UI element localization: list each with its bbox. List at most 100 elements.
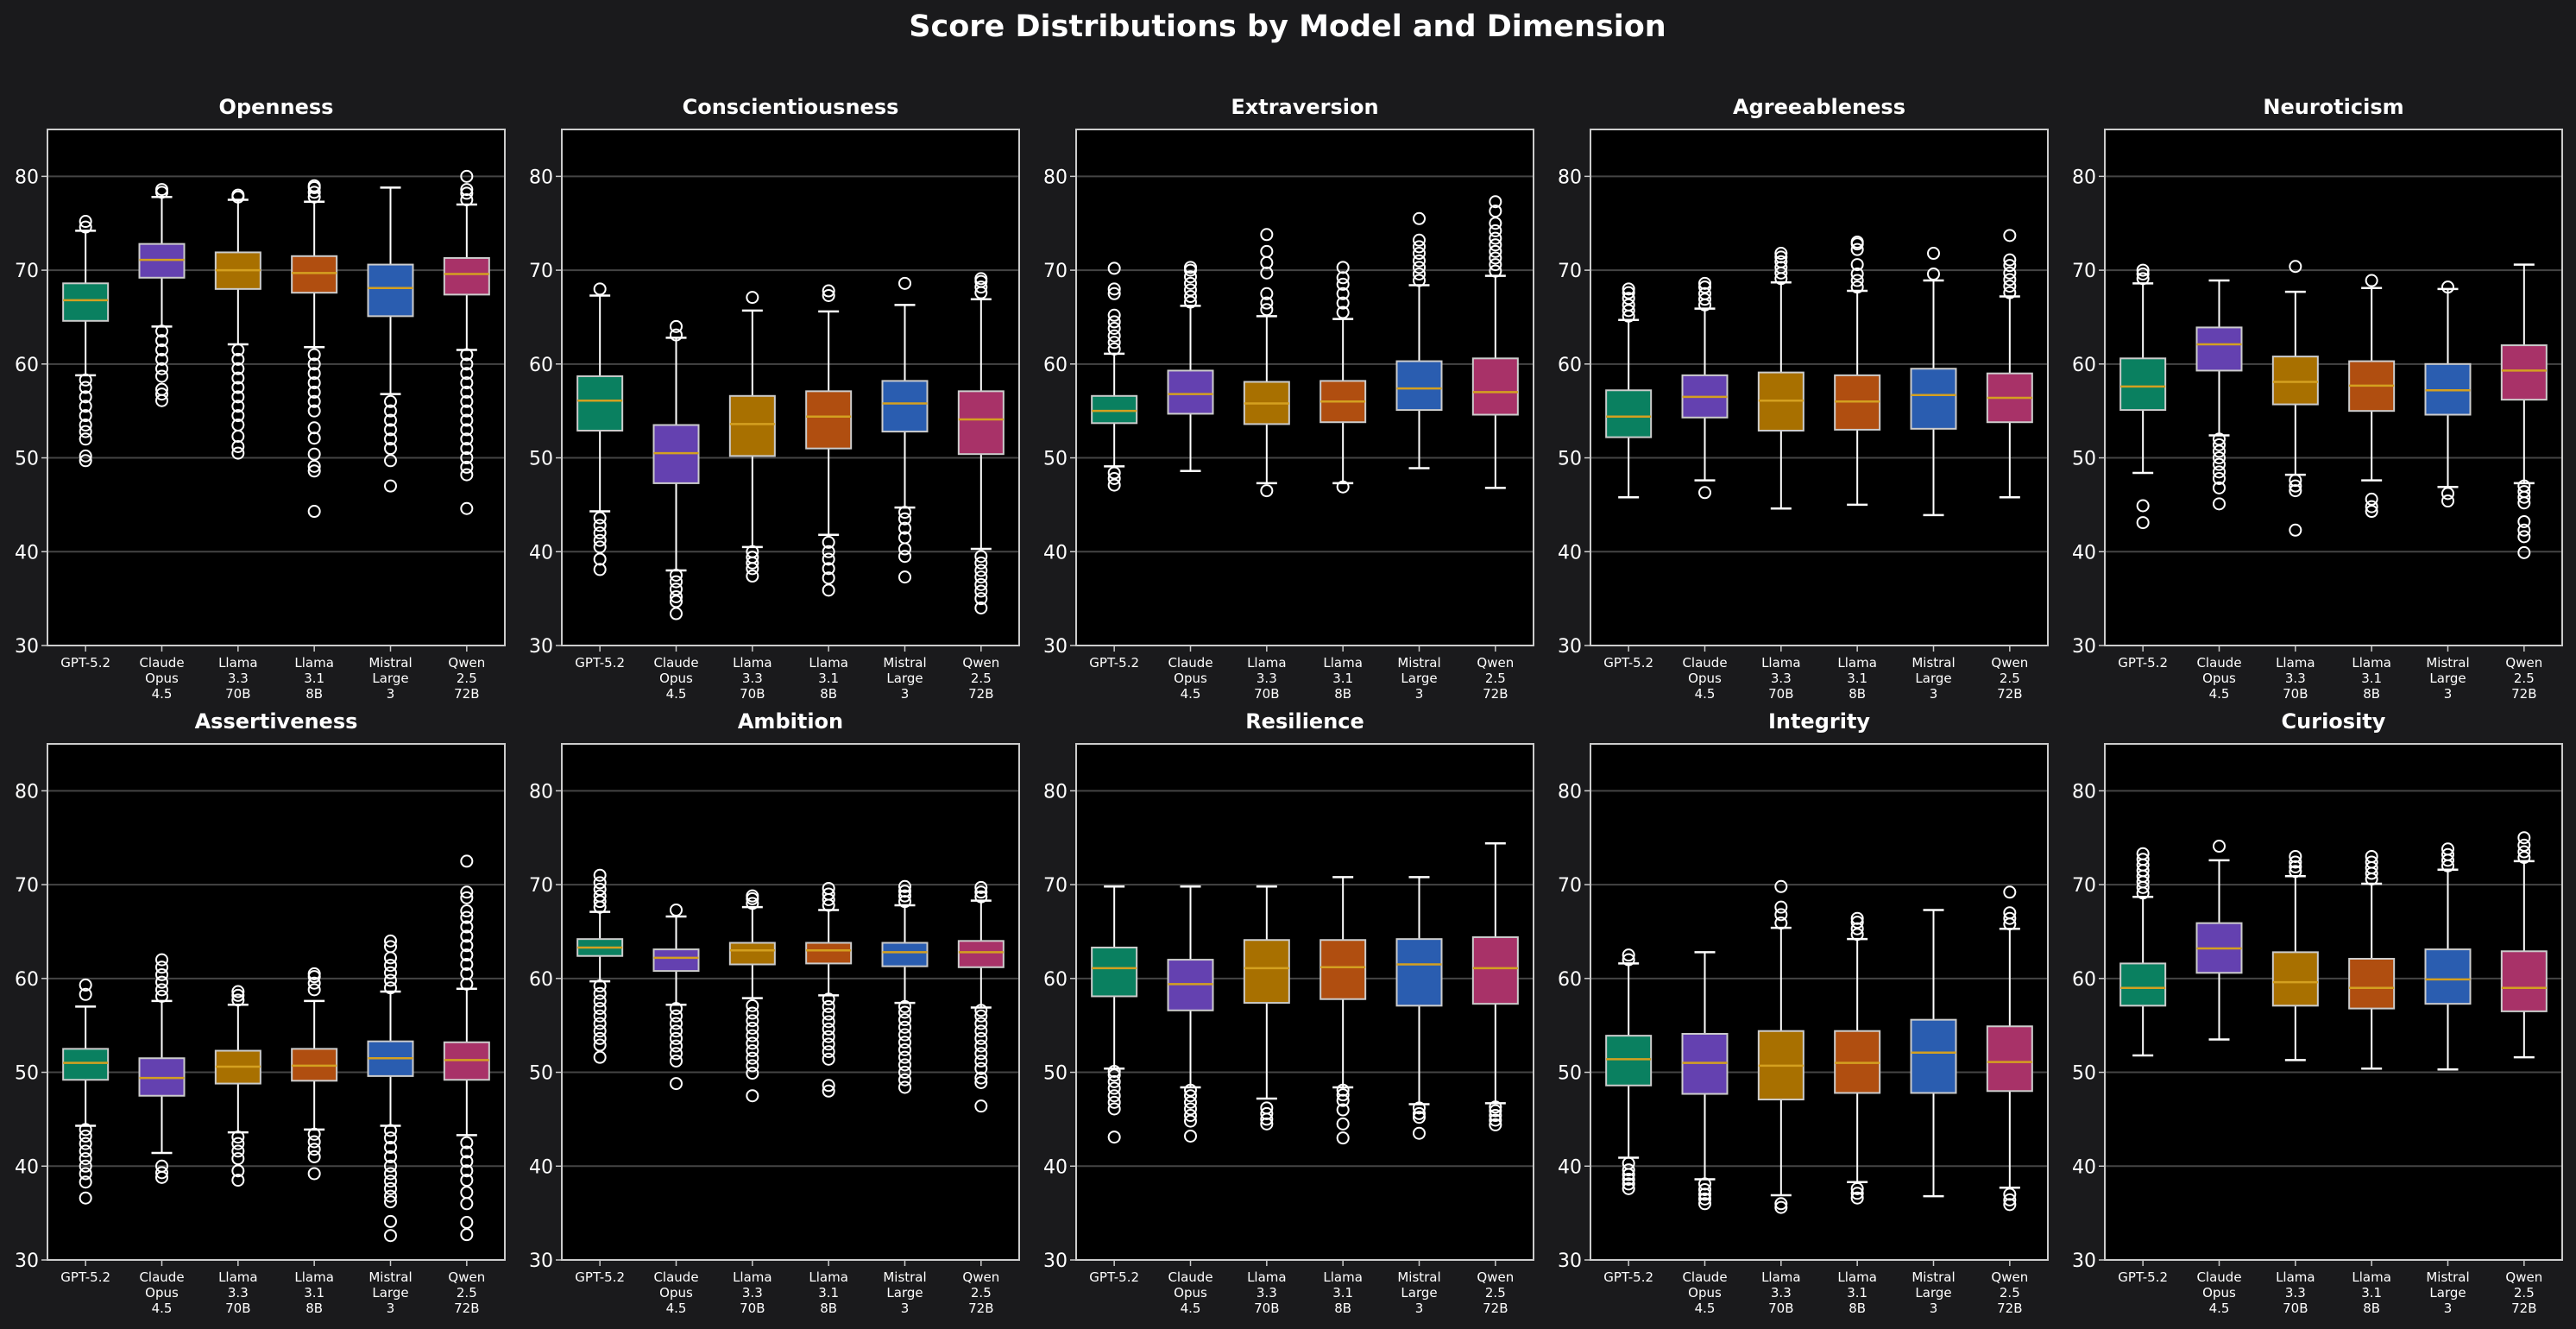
x-tick-label: Mistral Large 3: [883, 655, 926, 702]
panel-ambition: Ambition 30 40 50 60 70 80 GPT-5.2 Claude Opus 4.5…: [529, 709, 1020, 1316]
outlier-point: [79, 1144, 92, 1158]
box-mistral-large-3: [881, 276, 929, 584]
outlier-point: [974, 1009, 988, 1023]
outlier-point: [974, 272, 988, 286]
outlier-point: [307, 459, 321, 473]
axes-frame: [561, 743, 1020, 1261]
outlier-point: [1184, 1109, 1197, 1123]
x-tick-label: Llama 3.3 70B: [1247, 1269, 1287, 1316]
outlier-point: [460, 1228, 474, 1242]
outlier-point: [670, 1002, 683, 1016]
outlier-point: [155, 352, 168, 366]
outlier-point: [1336, 1117, 1350, 1131]
outlier-point: [1489, 258, 1502, 272]
outlier-point: [1107, 261, 1121, 275]
x-tick-label-line: Opus: [2202, 1285, 2236, 1301]
outlier-point: [460, 423, 474, 437]
outlier-point: [670, 595, 683, 608]
outlier-point: [593, 868, 607, 882]
axes-frame: [1590, 743, 2049, 1261]
x-tick-label-line: Mistral: [883, 1269, 926, 1285]
outlier-point: [1184, 1102, 1197, 1116]
outlier-point: [79, 454, 92, 468]
plot-area: [562, 129, 1019, 646]
outlier-point: [384, 1229, 397, 1243]
outlier-point: [1184, 1129, 1197, 1143]
outlier-point: [384, 1141, 397, 1155]
outlier-point: [79, 432, 92, 446]
axes-frame: [561, 129, 1020, 646]
outlier-point: [307, 1143, 321, 1156]
x-tick-label-line: 3: [2444, 686, 2453, 702]
box-llama-3-1-8b: [2348, 274, 2396, 519]
iqr-box: [2195, 326, 2243, 372]
outlier-point: [974, 577, 988, 591]
x-tick-label-line: Claude: [1682, 655, 1727, 671]
outlier-point: [460, 891, 474, 904]
outlier-point: [593, 994, 607, 1008]
iqr-box: [1986, 1025, 2033, 1093]
y-tick-label: 50: [529, 449, 553, 470]
outlier-point: [1774, 908, 1788, 922]
axes-frame: [2104, 129, 2563, 646]
outlier-point: [307, 404, 321, 418]
iqr-box: [443, 256, 490, 296]
outlier-point: [822, 552, 835, 566]
outlier-point: [79, 215, 92, 229]
x-tick-label-line: 3.3: [1771, 1285, 1792, 1301]
outlier-point: [1850, 280, 1864, 294]
outlier-point: [2136, 272, 2150, 286]
outlier-point: [898, 1066, 911, 1080]
x-tick-label-line: GPT-5.2: [2118, 655, 2168, 671]
outlier-point: [2136, 267, 2150, 280]
outlier-point: [2003, 266, 2017, 280]
iqr-box: [62, 282, 110, 322]
outlier-point: [231, 439, 245, 453]
outlier-point: [307, 357, 321, 371]
outlier-point: [231, 446, 245, 460]
x-tick-label: Llama 3.1 8B: [1837, 1269, 1877, 1316]
x-tick-label: GPT-5.2: [575, 1269, 625, 1285]
x-tick-label-line: 3: [1930, 1301, 1938, 1316]
x-tick-label: Llama 3.1 8B: [809, 1269, 848, 1316]
iqr-box: [2119, 357, 2167, 412]
x-tick-label-line: 8B: [1849, 1301, 1866, 1316]
outlier-point: [822, 1052, 835, 1066]
y-tick-label: 70: [529, 261, 553, 282]
outlier-point: [155, 961, 168, 974]
outlier-point: [155, 953, 168, 967]
outlier-point: [2003, 911, 2017, 925]
outlier-point: [307, 464, 321, 478]
outlier-point: [974, 584, 988, 598]
x-tick-label-line: GPT-5.2: [1089, 1269, 1139, 1285]
box-mistral-large-3: [2424, 842, 2472, 1071]
y-tick-label: 50: [529, 1063, 553, 1085]
outlier-point: [307, 348, 321, 362]
outlier-point: [231, 418, 245, 431]
box-llama-3-1-8b: [291, 179, 338, 519]
box-gpt-5-2: [62, 978, 110, 1205]
x-tick-label: Qwen 2.5 72B: [1477, 655, 1514, 702]
outlier-point: [155, 334, 168, 348]
outlier-point: [79, 1159, 92, 1173]
outlier-point: [384, 981, 397, 995]
outlier-point: [460, 1155, 474, 1168]
x-tick-label-line: Llama: [294, 655, 334, 671]
x-tick-label-line: Large: [372, 671, 408, 686]
outlier-point: [898, 1080, 911, 1094]
y-tick-label: 30: [1043, 636, 1068, 658]
outlier-point: [1774, 879, 1788, 893]
outlier-point: [307, 186, 321, 199]
outlier-point: [307, 967, 321, 980]
x-tick-label-line: 4.5: [1181, 686, 1201, 702]
x-tick-label-line: Qwen: [448, 1269, 485, 1285]
outlier-point: [1774, 261, 1788, 274]
outlier-point: [1698, 287, 1711, 300]
outlier-point: [2213, 471, 2226, 485]
x-tick-label: Mistral Large 3: [2426, 655, 2469, 702]
box-mistral-large-3: [1910, 909, 1957, 1198]
outlier-point: [974, 570, 988, 584]
x-tick-label-line: Qwen: [962, 655, 999, 671]
x-tick-label-line: 3: [1930, 686, 1938, 702]
outlier-point: [746, 897, 759, 910]
